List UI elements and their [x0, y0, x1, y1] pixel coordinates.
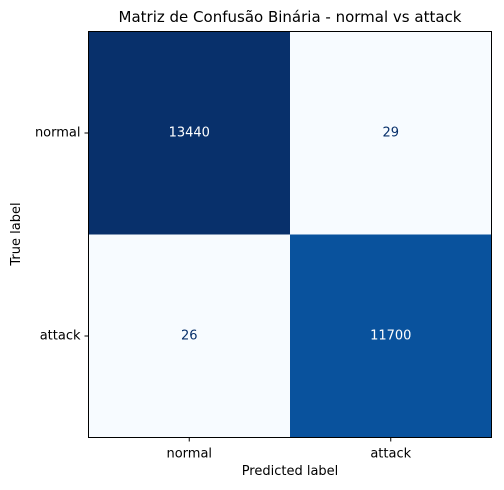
cell-value-label: 11700: [370, 329, 411, 344]
matrix-cell-attack-attack: [290, 234, 492, 438]
matrix-cell-normal-normal: [88, 31, 291, 235]
y-axis-label: True label: [9, 202, 24, 266]
matrix-cell-attack-normal: [88, 234, 291, 438]
x-tick-label: normal: [166, 447, 212, 462]
cell-value-label: 29: [382, 126, 399, 141]
plot-frame: [88, 31, 492, 438]
chart-title: Matriz de Confusão Binária - normal vs a…: [119, 8, 462, 26]
cell-labels: 13440 29 26 11700: [169, 126, 412, 344]
y-tick-label: normal: [35, 126, 81, 141]
matrix-cells: [88, 31, 492, 438]
x-axis-label: Predicted label: [242, 464, 339, 479]
x-tick-label: attack: [370, 447, 411, 462]
matrix-cell-normal-attack: [290, 31, 492, 235]
cell-value-label: 26: [181, 329, 198, 344]
cell-value-label: 13440: [169, 126, 210, 141]
y-tick-label: attack: [40, 329, 81, 344]
axis-ticks: normal attack normal attack: [35, 126, 412, 462]
